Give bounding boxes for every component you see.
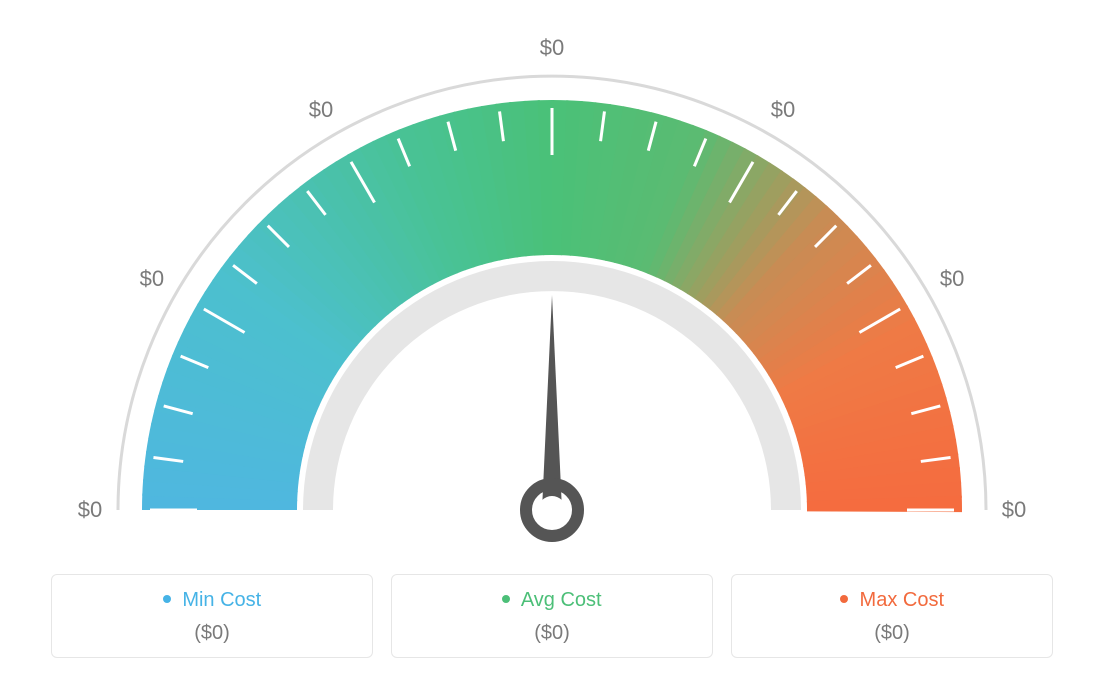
legend-card-max: Max Cost ($0) [731, 574, 1053, 658]
legend-value-max: ($0) [732, 622, 1052, 645]
svg-text:$0: $0 [140, 266, 164, 291]
legend-card-avg: Avg Cost ($0) [391, 574, 713, 658]
legend-dot-min [163, 595, 171, 603]
legend-label-max: Max Cost [860, 589, 944, 611]
svg-text:$0: $0 [771, 97, 795, 122]
svg-text:$0: $0 [78, 497, 102, 522]
svg-text:$0: $0 [1002, 497, 1026, 522]
legend-dot-avg [502, 595, 510, 603]
gauge-svg: $0 $0 $0 $0 $0 $0 $0 [52, 10, 1052, 570]
legend-title-min: Min Cost [52, 589, 372, 612]
gauge-chart-container: $0 $0 $0 $0 $0 $0 $0 Min Cost ($0) Avg Cost ($… [0, 0, 1104, 690]
svg-text:$0: $0 [309, 97, 333, 122]
legend-label-min: Min Cost [182, 589, 261, 611]
svg-text:$0: $0 [540, 35, 564, 60]
legend-title-max: Max Cost [732, 589, 1052, 612]
legend-value-min: ($0) [52, 622, 372, 645]
legend-label-avg: Avg Cost [521, 589, 602, 611]
legend-title-avg: Avg Cost [392, 589, 712, 612]
legend-dot-max [840, 595, 848, 603]
legend-row: Min Cost ($0) Avg Cost ($0) Max Cost ($0… [51, 574, 1053, 658]
gauge-wrap: $0 $0 $0 $0 $0 $0 $0 [52, 10, 1052, 570]
legend-value-avg: ($0) [392, 622, 712, 645]
legend-card-min: Min Cost ($0) [51, 574, 373, 658]
svg-text:$0: $0 [940, 266, 964, 291]
